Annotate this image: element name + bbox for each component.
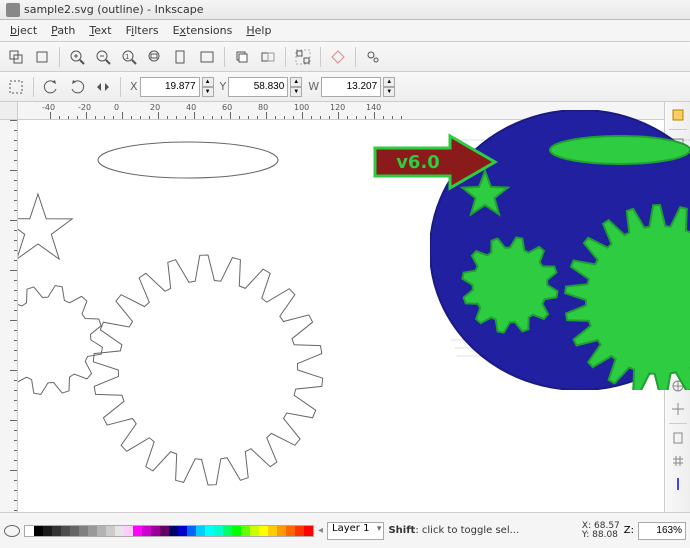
eye-icon[interactable] [4,525,20,537]
duplicate-button[interactable] [230,45,254,69]
swatch[interactable] [178,526,187,536]
xml-editor-button[interactable] [326,45,350,69]
window-title: sample2.svg (outline) - Inkscape [24,3,203,16]
swatch[interactable] [196,526,205,536]
snap-guide-button[interactable] [667,473,689,495]
swatch[interactable] [160,526,169,536]
swatch[interactable] [232,526,241,536]
swatch[interactable] [205,526,214,536]
menu-bject[interactable]: bject [4,22,43,39]
swatch[interactable] [286,526,295,536]
swatch[interactable] [277,526,286,536]
titlebar: sample2.svg (outline) - Inkscape [0,0,690,20]
render-gear-small [462,237,557,332]
tool-btn-1[interactable] [4,45,28,69]
swatch[interactable] [304,526,313,536]
status-y-label: Y: [582,530,589,540]
snap-page-button[interactable] [667,427,689,449]
menubar: bjectPathTextFiltersExtensionsHelp [0,20,690,42]
swatch[interactable] [142,526,151,536]
star-outline [18,194,72,259]
gear-small-outline [18,286,103,395]
status-coords: X: 68.57 Y: 88.08 [582,522,620,540]
color-palette[interactable] [24,525,314,537]
flip-h-button[interactable] [91,75,115,99]
swatch[interactable] [115,526,124,536]
status-y-value: 88.08 [592,530,618,540]
snap-grid-button[interactable] [667,450,689,472]
ruler-corner [0,102,18,120]
swatch[interactable] [124,526,133,536]
ellipse-outline [98,142,278,178]
swatch[interactable] [133,526,142,536]
swatch[interactable] [106,526,115,536]
vertical-ruler[interactable] [0,120,18,512]
status-text: : click to toggle sel... [415,525,519,536]
swatch[interactable] [88,526,97,536]
swatch[interactable] [241,526,250,536]
zoom-in-button[interactable] [65,45,89,69]
w-spinner[interactable]: ▲▼ [383,77,395,97]
palette-scroll-left-icon[interactable]: ◂ [318,525,323,536]
zoom-page-button[interactable] [169,45,193,69]
select-all-button[interactable] [4,75,28,99]
swatch[interactable] [97,526,106,536]
swatch[interactable] [52,526,61,536]
swatch[interactable] [295,526,304,536]
swatch[interactable] [79,526,88,536]
swatch[interactable] [214,526,223,536]
status-key: Shift [388,525,415,536]
swatch[interactable] [43,526,52,536]
menu-filters[interactable]: Filters [120,22,165,39]
swatch[interactable] [25,526,34,536]
render-ellipse [550,136,690,164]
swatch[interactable] [223,526,232,536]
layer-combo[interactable]: Layer 1 [327,522,384,540]
top-toolbar: 1 [0,42,690,72]
menu-help[interactable]: Help [240,22,277,39]
x-input[interactable] [140,77,200,97]
x-spinner[interactable]: ▲▼ [202,77,214,97]
swatch[interactable] [70,526,79,536]
gear-large-outline [93,255,322,485]
arrow-label: v6.0 [396,152,440,173]
swatch[interactable] [61,526,70,536]
prefs-button[interactable] [361,45,385,69]
rotate-ccw-button[interactable] [39,75,63,99]
version-arrow: v6.0 [370,130,500,197]
layer-name: Layer 1 [332,523,369,534]
zoom-label: Z: [624,525,634,536]
rotate-cw-button[interactable] [65,75,89,99]
svg-text:1: 1 [125,53,129,61]
zoom-drawing-button[interactable] [195,45,219,69]
swatch[interactable] [268,526,277,536]
statusbar: ◂ Layer 1 Shift: click to toggle sel... … [0,512,690,548]
y-label: Y [220,80,227,93]
swatch[interactable] [259,526,268,536]
coord-toolbar: X ▲▼ Y ▲▼ W ▲▼ [0,72,690,102]
swatch[interactable] [250,526,259,536]
clone-button[interactable] [256,45,280,69]
menu-text[interactable]: Text [83,22,117,39]
menu-path[interactable]: Path [45,22,81,39]
tool-btn-2[interactable] [30,45,54,69]
app-icon [6,3,20,17]
y-spinner[interactable]: ▲▼ [290,77,302,97]
zoom-1to1-button[interactable]: 1 [117,45,141,69]
status-message: Shift: click to toggle sel... [388,525,577,536]
zoom-input[interactable] [638,522,686,540]
menu-extensions[interactable]: Extensions [167,22,239,39]
swatch[interactable] [187,526,196,536]
swatch[interactable] [169,526,178,536]
swatch[interactable] [151,526,160,536]
x-label: X [130,80,138,93]
group-button[interactable] [291,45,315,69]
zoom-fit-button[interactable] [143,45,167,69]
w-label: W [308,80,319,93]
zoom-out-button[interactable] [91,45,115,69]
snap-rotation-center-button[interactable] [667,398,689,420]
w-input[interactable] [321,77,381,97]
y-input[interactable] [228,77,288,97]
swatch[interactable] [34,526,43,536]
